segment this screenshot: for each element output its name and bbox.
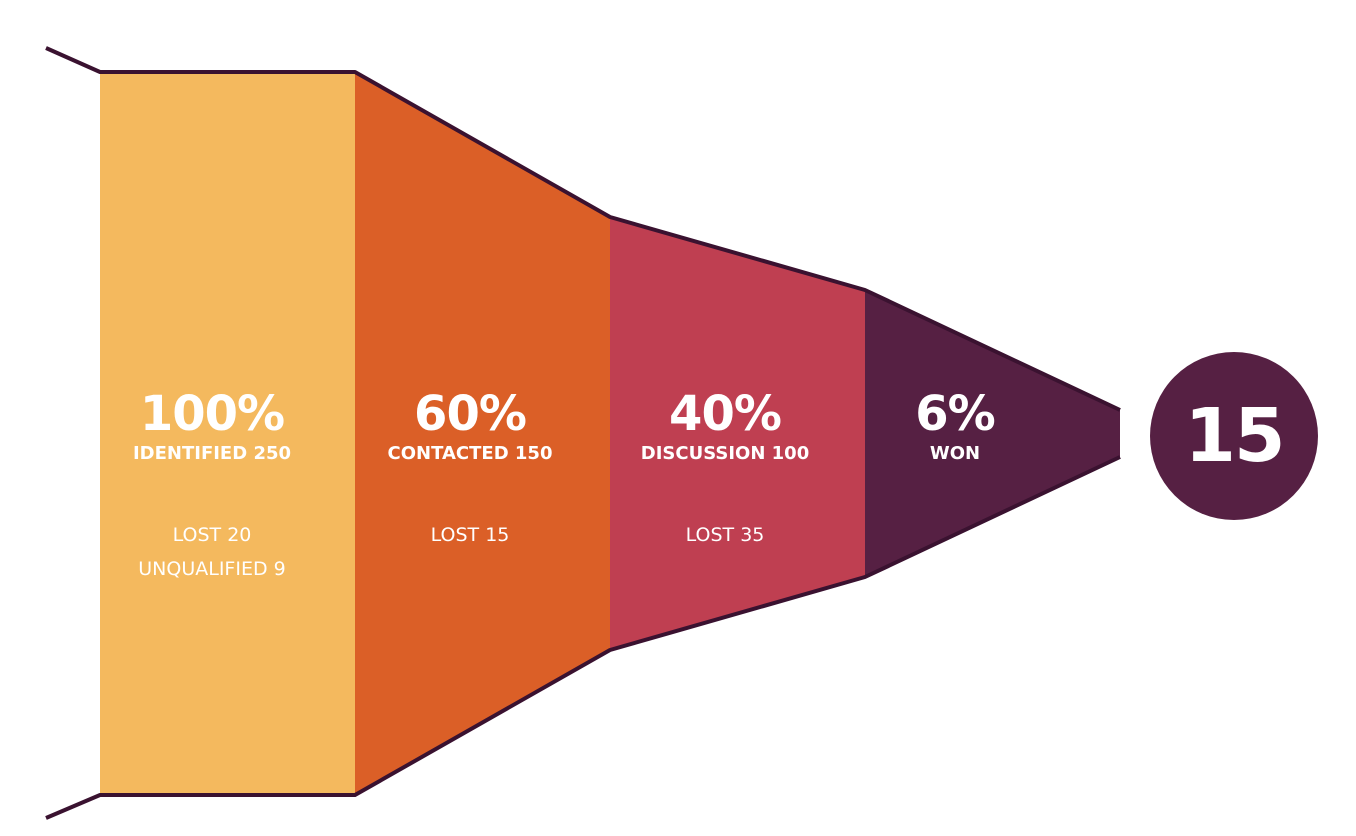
stage-band-contacted: [355, 72, 610, 795]
funnel-bottom-outline: [45, 455, 1121, 820]
stage-lost-discussion: LOST 35: [597, 518, 853, 552]
stage-band-won: [865, 290, 1120, 577]
lost-line: LOST 35: [685, 524, 765, 546]
won-total-value: 15: [1184, 393, 1286, 479]
stage-label-won: 6% WON: [827, 390, 1083, 464]
stage-name-contacted: CONTACTED 150: [387, 443, 553, 464]
stage-lost-identified: LOST 20 UNQUALIFIED 9: [84, 518, 340, 586]
stage-label-contacted: 60% CONTACTED 150: [342, 390, 598, 464]
stage-band-identified: [100, 72, 355, 795]
stage-label-identified: 100% IDENTIFIED 250: [84, 390, 340, 464]
stage-name-identified: IDENTIFIED 250: [132, 443, 292, 464]
stage-name-won: WON: [929, 443, 981, 464]
stage-label-discussion: 40% DISCUSSION 100: [597, 390, 853, 464]
stage-percent-contacted: 60%: [414, 386, 527, 442]
lost-line: LOST 20: [172, 524, 252, 546]
stage-lost-contacted: LOST 15: [342, 518, 598, 552]
stage-percent-discussion: 40%: [669, 386, 782, 442]
stage-percent-won: 6%: [915, 386, 996, 442]
funnel-top-outline: [45, 46, 1121, 412]
stage-percent-identified: 100%: [139, 386, 285, 442]
stage-band-discussion: [610, 217, 865, 650]
unqualified-line: UNQUALIFIED 9: [138, 558, 286, 580]
stage-name-discussion: DISCUSSION 100: [640, 443, 810, 464]
won-total-circle: 15: [1150, 352, 1318, 520]
lost-line: LOST 15: [430, 524, 510, 546]
